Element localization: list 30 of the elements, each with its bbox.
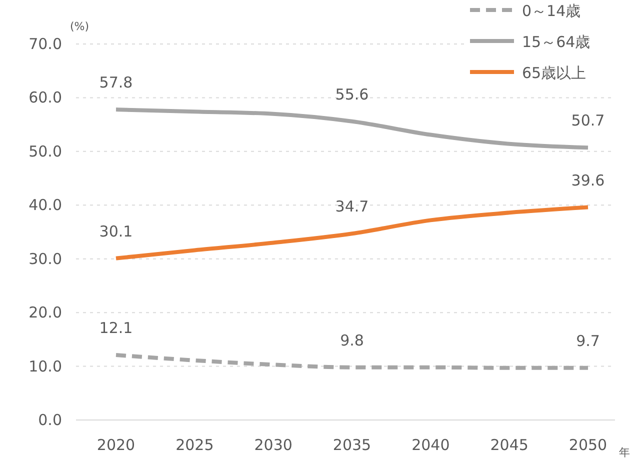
line-series <box>114 353 590 370</box>
x-tick-label: 2020 <box>96 436 136 454</box>
data-label: 12.1 <box>99 319 133 338</box>
data-label: 50.7 <box>571 112 605 130</box>
y-tick-label: 10.0 <box>28 357 62 376</box>
x-tick-label: 2025 <box>176 436 214 454</box>
y-tick-label: 40.0 <box>28 196 62 214</box>
data-label: 55.6 <box>335 85 369 104</box>
legend-label: 15～64歳 <box>522 33 590 51</box>
x-tick-label: 2050 <box>568 436 608 454</box>
data-label: 30.1 <box>99 222 133 240</box>
data-label: 57.8 <box>99 74 133 92</box>
y-tick-label: 20.0 <box>28 304 62 322</box>
x-tick-label: 2030 <box>254 436 292 454</box>
y-tick-label: 30.0 <box>28 250 62 268</box>
x-tick-label: 2040 <box>412 436 450 454</box>
data-label: 39.6 <box>571 171 605 190</box>
y-axis-title: (%) <box>70 20 90 33</box>
y-tick-label: 0.0 <box>38 411 62 429</box>
y-tick-label: 60.0 <box>28 88 62 107</box>
y-tick-label: 70.0 <box>28 35 62 53</box>
y-tick-label: 50.0 <box>28 142 62 160</box>
data-label: 9.8 <box>340 331 364 350</box>
x-tick-label: 2035 <box>332 436 372 454</box>
data-label: 9.7 <box>576 332 600 350</box>
x-axis-title: 年 <box>619 446 630 459</box>
legend-label: 0～14歳 <box>522 2 581 20</box>
x-tick-label: 2045 <box>490 436 528 454</box>
data-label: 34.7 <box>335 198 369 216</box>
legend-label: 65歳以上 <box>522 64 586 82</box>
